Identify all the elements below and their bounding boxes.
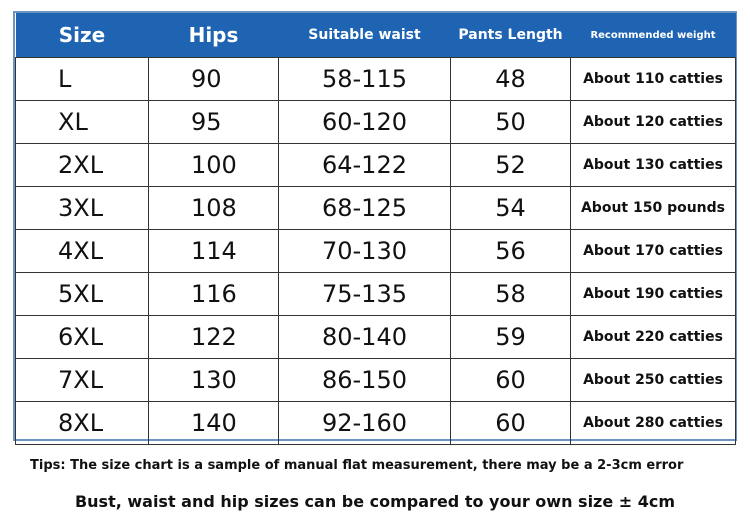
table-cell: 140 xyxy=(148,401,279,445)
column-header: Hips xyxy=(148,13,279,58)
table-cell: 75-135 xyxy=(278,272,451,316)
table-cell: 58 xyxy=(450,272,571,316)
table-row: 6XL 122 80-140 59 About 220 catties xyxy=(15,315,736,359)
table-cell: 48 xyxy=(450,57,571,101)
table-cell: 8XL xyxy=(15,401,149,445)
table-cell: 116 xyxy=(148,272,279,316)
table-cell: 7XL xyxy=(15,358,149,402)
column-header: Recommended weight xyxy=(570,13,736,58)
column-header: Suitable waist xyxy=(278,13,451,58)
table-cell: 52 xyxy=(450,143,571,187)
table-body: L 90 58-115 48 About 110 catties XL 95 60-120 50… xyxy=(15,57,736,445)
table-row: 7XL 130 86-150 60 About 250 catties xyxy=(15,358,736,402)
header-row: Size Hips Suitable waist Pants Length Recomm… xyxy=(15,13,736,58)
table-row: 4XL 114 70-130 56 About 170 catties xyxy=(15,229,736,273)
table-cell: 54 xyxy=(450,186,571,230)
table-cell: 59 xyxy=(450,315,571,359)
table-cell: 130 xyxy=(148,358,279,402)
table-cell: 2XL xyxy=(15,143,149,187)
tips-note: Tips: The size chart is a sample of manu… xyxy=(30,458,684,473)
table-cell: About 220 catties xyxy=(570,315,736,359)
table-cell: 90 xyxy=(148,57,279,101)
table-row: XL 95 60-120 50 About 120 catties xyxy=(15,100,736,144)
table-cell: 70-130 xyxy=(278,229,451,273)
table-cell: 56 xyxy=(450,229,571,273)
table-cell: About 120 catties xyxy=(570,100,736,144)
table-cell: About 110 catties xyxy=(570,57,736,101)
table-row: 8XL 140 92-160 60 About 280 catties xyxy=(15,401,736,445)
table-cell: About 130 catties xyxy=(570,143,736,187)
table-row: 3XL 108 68-125 54 About 150 pounds xyxy=(15,186,736,230)
table-cell: 60-120 xyxy=(278,100,451,144)
table-cell: 108 xyxy=(148,186,279,230)
table-cell: 114 xyxy=(148,229,279,273)
size-table: Size Hips Suitable waist Pants Length Recomm… xyxy=(15,13,736,445)
table-row: L 90 58-115 48 About 110 catties xyxy=(15,57,736,101)
table-row: 5XL 116 75-135 58 About 190 catties xyxy=(15,272,736,316)
table-cell: 92-160 xyxy=(278,401,451,445)
table-cell: 4XL xyxy=(15,229,149,273)
table-cell: XL xyxy=(15,100,149,144)
table-cell: 60 xyxy=(450,358,571,402)
table-cell: 6XL xyxy=(15,315,149,359)
table-cell: About 280 catties xyxy=(570,401,736,445)
table-cell: 58-115 xyxy=(278,57,451,101)
table-cell: L xyxy=(15,57,149,101)
table-cell: 95 xyxy=(148,100,279,144)
table-cell: 64-122 xyxy=(278,143,451,187)
table-cell: 80-140 xyxy=(278,315,451,359)
table-cell: 122 xyxy=(148,315,279,359)
table-cell: 68-125 xyxy=(278,186,451,230)
table-cell: 86-150 xyxy=(278,358,451,402)
table-cell: About 250 catties xyxy=(570,358,736,402)
table-cell: About 170 catties xyxy=(570,229,736,273)
table-cell: 3XL xyxy=(15,186,149,230)
compare-note: Bust, waist and hip sizes can be compare… xyxy=(74,492,676,511)
table-cell: About 190 catties xyxy=(570,272,736,316)
table-cell: 100 xyxy=(148,143,279,187)
table-cell: 60 xyxy=(450,401,571,445)
size-table-frame: Size Hips Suitable waist Pants Length Recomm… xyxy=(13,11,737,445)
column-header: Pants Length xyxy=(450,13,571,58)
table-cell: 50 xyxy=(450,100,571,144)
table-row: 2XL 100 64-122 52 About 130 catties xyxy=(15,143,736,187)
table-cell: 5XL xyxy=(15,272,149,316)
column-header: Size xyxy=(15,13,149,58)
table-cell: About 150 pounds xyxy=(570,186,736,230)
